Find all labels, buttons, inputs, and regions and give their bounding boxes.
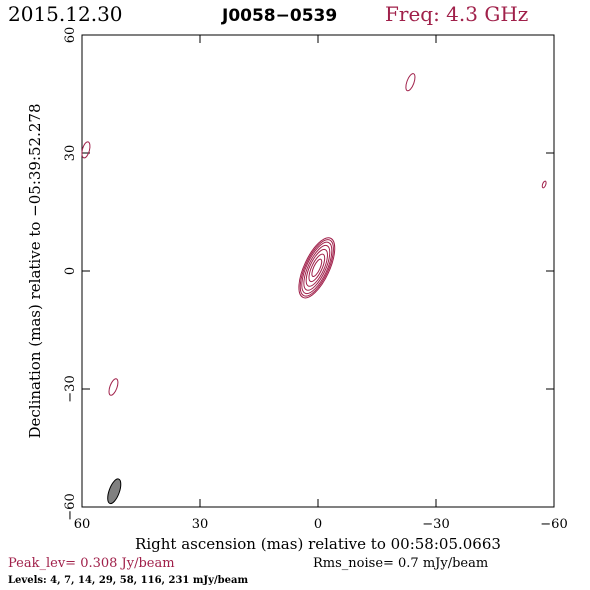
plot-frame [81,34,555,508]
core-contour-0 [298,237,336,299]
core-contour-2 [301,241,333,295]
y-tick-label-0: −60 [63,493,78,520]
x-tick-label-0: 60 [74,517,91,532]
core-contour-4 [305,248,328,287]
beam-shape [107,478,122,505]
island-contour-3 [108,378,119,396]
island-contour-2 [541,180,547,189]
peak-level: Peak_lev= 0.308 Jy/beam [8,556,175,571]
x-tick-label-2: 0 [314,517,322,532]
y-tick-label-1: −30 [63,375,78,402]
beam-ellipse [107,478,122,505]
island-contour-1 [405,73,416,92]
core-contour-6 [311,258,323,278]
x-tick-label-1: 30 [192,517,209,532]
axis-ticks [81,34,555,508]
y-tick-labels: −60 −30 0 30 60 [63,27,78,521]
rms-noise: Rms_noise= 0.7 mJy/beam [313,556,488,571]
island-contours [81,73,547,396]
x-tick-label-3: −30 [422,517,449,532]
core-contours [298,237,336,299]
contour-levels: Levels: 4, 7, 14, 29, 58, 116, 231 mJy/b… [8,575,248,586]
y-tick-label-4: 60 [63,27,78,44]
frequency-label: Freq: 4.3 GHz [385,2,528,26]
observation-date: 2015.12.30 [8,2,123,26]
island-contour-0 [81,141,91,159]
y-tick-label-3: 30 [63,145,78,162]
source-name: J0058−0539 [221,6,337,26]
x-tick-labels: 60 30 0 −30 −60 [74,517,568,532]
y-axis-label: Declination (mas) relative to −05:39:52.… [26,103,44,438]
core-contour-3 [303,244,331,291]
core-contour-1 [299,239,334,297]
core-contour-5 [308,253,326,283]
y-tick-label-2: 0 [63,267,78,275]
x-axis-label: Right ascension (mas) relative to 00:58:… [135,535,501,553]
x-tick-label-4: −60 [540,517,567,532]
